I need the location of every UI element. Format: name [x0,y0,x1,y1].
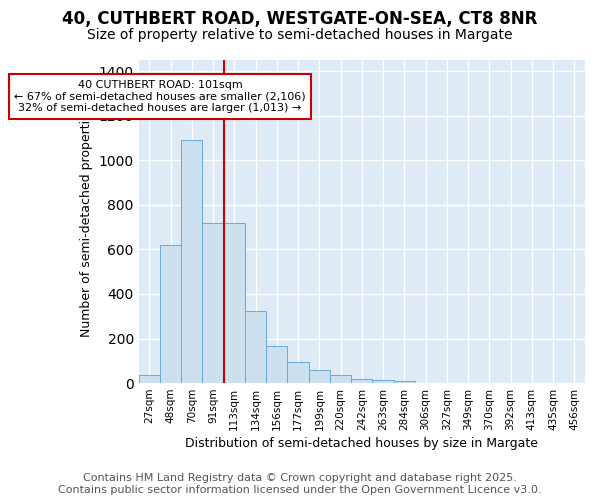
Bar [202,222,224,383]
Bar [181,140,202,383]
Bar [224,222,245,383]
Bar [139,376,160,383]
Bar [245,310,266,383]
Text: Size of property relative to semi-detached houses in Margate: Size of property relative to semi-detach… [87,28,513,42]
Bar [394,381,415,383]
Text: 40 CUTHBERT ROAD: 101sqm
← 67% of semi-detached houses are smaller (2,106)
32% o: 40 CUTHBERT ROAD: 101sqm ← 67% of semi-d… [14,80,306,114]
Bar [266,346,287,383]
Bar [160,245,181,383]
Y-axis label: Number of semi-detached properties: Number of semi-detached properties [80,106,93,337]
Text: 40, CUTHBERT ROAD, WESTGATE-ON-SEA, CT8 8NR: 40, CUTHBERT ROAD, WESTGATE-ON-SEA, CT8 … [62,10,538,28]
Bar [351,378,373,383]
Bar [330,375,351,383]
Bar [373,380,394,383]
Bar [287,362,309,383]
X-axis label: Distribution of semi-detached houses by size in Margate: Distribution of semi-detached houses by … [185,437,538,450]
Bar [309,370,330,383]
Text: Contains HM Land Registry data © Crown copyright and database right 2025.
Contai: Contains HM Land Registry data © Crown c… [58,474,542,495]
